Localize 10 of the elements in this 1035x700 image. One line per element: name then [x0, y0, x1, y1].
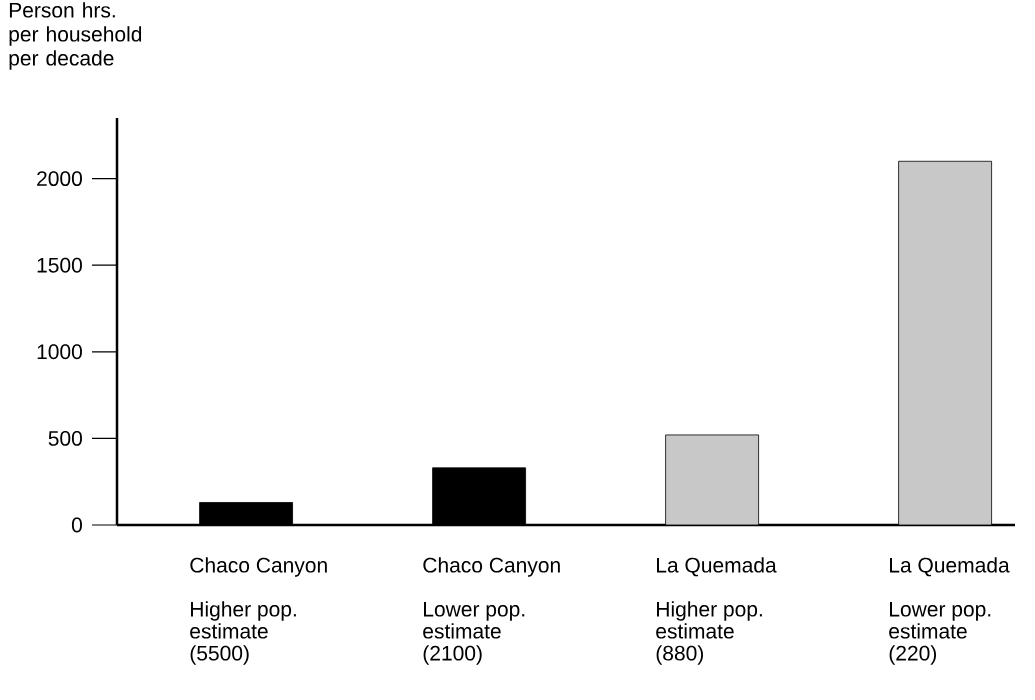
x-tick-label: La Quemada Higher pop. estimate (880) [656, 557, 777, 665]
y-tick-label: 500 [48, 430, 82, 446]
y-tick-label: 2000 [37, 171, 82, 187]
y-tick-label: 0 [71, 517, 82, 533]
x-tick-label: Chaco Canyon Lower pop. estimate (2100) [423, 557, 560, 665]
y-tick-label: 1000 [37, 344, 82, 360]
category-label: La Quemada Lower pop. estimate (220) [889, 557, 1010, 665]
y-axis-title: Person hrs. per household per decade [9, 2, 142, 70]
x-tick-label: Chaco Canyon Higher pop. estimate (5500) [190, 557, 327, 665]
y-tick-label: 1500 [37, 257, 82, 273]
